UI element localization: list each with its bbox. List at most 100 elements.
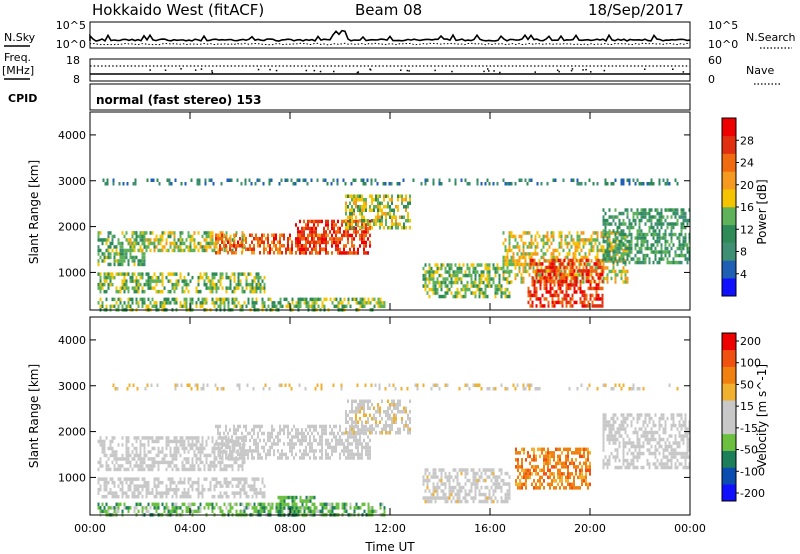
power-cell [101,286,104,290]
velocity-cell [193,464,196,468]
velocity-cell [265,506,268,510]
power-cell [185,286,188,290]
power-cell [630,243,633,247]
power-cell [480,182,483,186]
power-cell [333,237,335,241]
power-cell [199,275,202,280]
power-cell [129,252,132,256]
velocity-cell [113,464,116,468]
power-cell [604,276,607,281]
velocity-cell [325,428,327,432]
velocity-cell [331,509,334,514]
velocity-cell [201,460,204,465]
power-cell [654,253,657,258]
power-cell [261,237,263,241]
velocity-cell [363,413,365,417]
power-cell [325,230,327,234]
velocity-cell [107,467,110,472]
power-cell [207,241,210,246]
velocity-cell [295,506,298,510]
power-cell [432,277,435,281]
velocity-cell [291,506,294,510]
power-cell [678,239,681,244]
power-cell [353,247,355,252]
velocity-cell [267,435,269,439]
velocity-cell [245,494,248,499]
power-cell [550,241,553,246]
power-cell [640,239,643,244]
velocity-cell [169,460,172,465]
power-cell [620,257,623,261]
power-cell [180,182,183,186]
velocity-cell [405,420,407,424]
power-cell [630,257,633,261]
power-cell [177,282,180,287]
power-cell [137,241,140,246]
power-cell [285,247,287,251]
power-cell [117,262,120,267]
velocity-cell [375,417,377,421]
velocity-cell [201,446,204,451]
power-cell [440,280,443,285]
power-cell [682,208,685,212]
velocity-cell [99,443,102,447]
velocity-cell [163,453,166,458]
power-cell [283,297,286,302]
power-cell [670,260,673,265]
power-cell [571,258,574,263]
velocity-cell [345,417,347,421]
power-cell [139,272,142,276]
power-cell [305,240,307,245]
velocity-cell [349,431,351,435]
velocity-cell [369,506,372,510]
power-cell [585,265,588,270]
power-cell [283,237,285,241]
power-cell [287,244,289,248]
velocity-cell [351,442,353,446]
power-cell [327,233,329,237]
velocity-cell [193,450,196,454]
velocity-cell [309,435,311,439]
power-cell [670,222,673,226]
power-cell [654,229,657,233]
velocity-cell [217,436,220,440]
velocity-cell [301,499,304,503]
velocity-cell [167,477,170,481]
power-cell [620,232,623,237]
power-cell [470,273,473,278]
power-cell [237,272,240,276]
velocity-cell [165,467,168,472]
power-cell [129,279,132,283]
power-cell [543,286,546,291]
velocity-cell [219,509,222,514]
power-cell [565,276,568,280]
power-cell [317,219,319,224]
power-cell [638,211,641,216]
power-cell [543,269,546,273]
power-cell [591,300,594,305]
power-cell [135,238,138,242]
power-cell [255,275,258,280]
power-cell [391,201,393,205]
velocity-cell [191,484,194,488]
velocity-cell [281,456,283,460]
velocity-cell [387,431,389,435]
velocity-cell [235,502,238,507]
power-cell [325,297,328,302]
velocity-cell [225,445,227,450]
power-cell [217,304,220,309]
power-cell [353,244,355,248]
velocity-cell [385,420,387,424]
velocity-cell [141,436,144,440]
power-cell [534,238,537,242]
power-cell [502,231,505,235]
velocity-cell [403,406,405,410]
power-cell [581,293,584,298]
power-cell [365,219,367,223]
nave-label: Nave [746,64,774,77]
power-cell [357,251,359,255]
velocity-cell [181,467,184,472]
power-cell [636,250,639,254]
velocity-cell [105,477,108,481]
velocity-cell [183,502,186,507]
